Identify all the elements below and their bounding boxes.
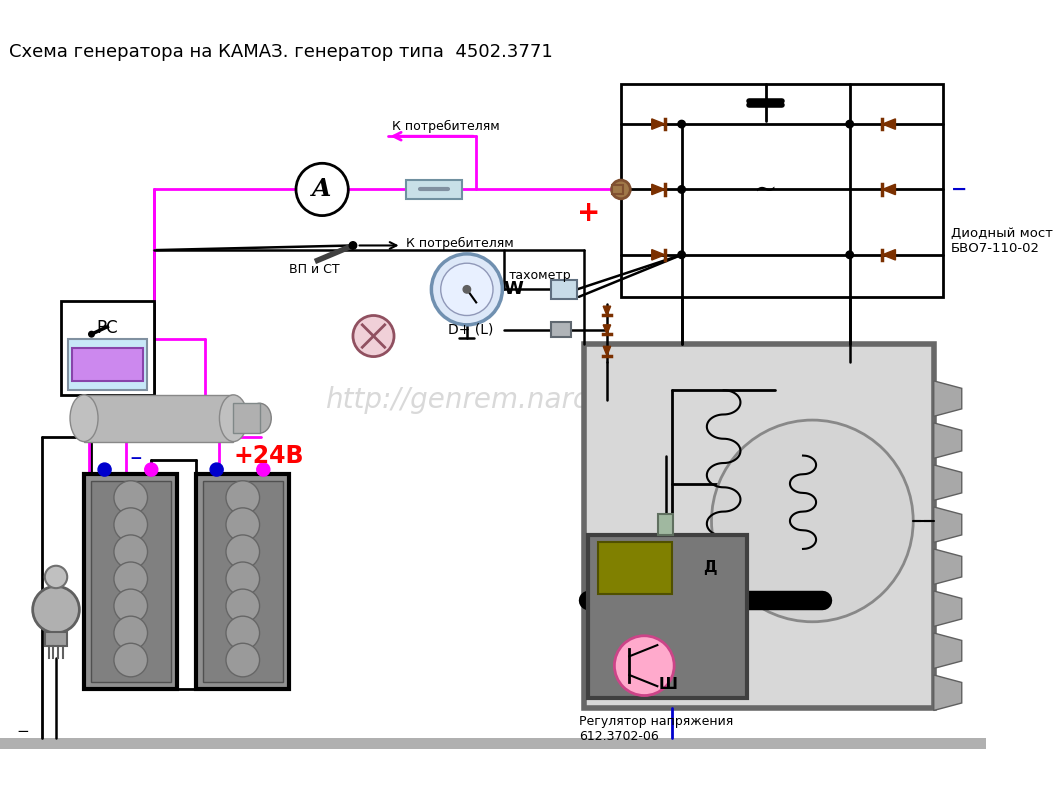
- Bar: [584, 343, 934, 707]
- Text: ВП и СТ: ВП и СТ: [289, 263, 340, 276]
- Bar: [658, 514, 674, 535]
- Circle shape: [89, 332, 94, 337]
- Circle shape: [846, 251, 853, 259]
- Circle shape: [210, 463, 223, 476]
- Text: http://genrem.narod.ru: http://genrem.narod.ru: [325, 386, 645, 413]
- Text: Схема генератора на КАМАЗ. генератор типа  4502.3771: Схема генератора на КАМАЗ. генератор тип…: [10, 43, 553, 61]
- Polygon shape: [934, 381, 962, 417]
- Polygon shape: [883, 184, 895, 195]
- Bar: [621, 84, 943, 297]
- Bar: [407, 180, 463, 199]
- Text: тахометр: тахометр: [509, 269, 571, 282]
- Bar: [72, 348, 143, 381]
- Ellipse shape: [220, 395, 247, 442]
- Bar: [233, 403, 260, 433]
- Text: −: −: [17, 723, 30, 739]
- Polygon shape: [652, 119, 665, 130]
- Circle shape: [257, 463, 270, 476]
- Circle shape: [712, 420, 913, 622]
- Text: Диодный мост
БВО7-110-02: Диодный мост БВО7-110-02: [950, 227, 1053, 255]
- Polygon shape: [603, 347, 610, 355]
- Circle shape: [114, 589, 148, 623]
- Bar: [598, 542, 673, 593]
- Circle shape: [296, 163, 348, 215]
- Bar: [551, 280, 577, 299]
- Polygon shape: [883, 250, 895, 260]
- Bar: [588, 535, 747, 698]
- Bar: [551, 322, 571, 337]
- Bar: [0, 737, 986, 749]
- Bar: [611, 185, 623, 194]
- Circle shape: [226, 643, 260, 677]
- Circle shape: [464, 285, 471, 293]
- Text: Регулятор напряжения
612.3702-06: Регулятор напряжения 612.3702-06: [579, 715, 733, 743]
- Text: РС: РС: [96, 318, 118, 336]
- Bar: [203, 481, 283, 682]
- Bar: [84, 395, 233, 442]
- Text: A: A: [313, 178, 332, 201]
- Polygon shape: [652, 250, 665, 260]
- Circle shape: [678, 251, 685, 259]
- Polygon shape: [934, 549, 962, 585]
- Polygon shape: [934, 591, 962, 626]
- Polygon shape: [603, 307, 610, 315]
- Circle shape: [440, 263, 493, 315]
- Circle shape: [114, 481, 148, 514]
- Bar: [91, 481, 171, 682]
- Bar: [69, 339, 147, 390]
- Polygon shape: [934, 423, 962, 458]
- Circle shape: [98, 463, 111, 476]
- Circle shape: [114, 616, 148, 650]
- Text: К потребителям: К потребителям: [407, 237, 514, 250]
- Text: ~: ~: [754, 175, 777, 204]
- Polygon shape: [934, 465, 962, 501]
- Text: К потребителям: К потребителям: [392, 120, 499, 134]
- Circle shape: [114, 643, 148, 677]
- Polygon shape: [934, 507, 962, 542]
- Circle shape: [114, 535, 148, 568]
- Text: Д: Д: [703, 560, 716, 575]
- Circle shape: [226, 616, 260, 650]
- Polygon shape: [934, 675, 962, 711]
- Bar: [44, 632, 68, 646]
- Polygon shape: [934, 633, 962, 668]
- Ellipse shape: [248, 403, 271, 433]
- Text: −: −: [129, 451, 142, 466]
- Text: +: +: [577, 199, 600, 227]
- Circle shape: [226, 562, 260, 596]
- Circle shape: [114, 508, 148, 542]
- Circle shape: [611, 180, 630, 199]
- Circle shape: [615, 636, 674, 696]
- Text: −: −: [950, 180, 967, 199]
- Text: D+ (L): D+ (L): [448, 322, 493, 336]
- Circle shape: [353, 315, 394, 357]
- Circle shape: [33, 586, 79, 633]
- Circle shape: [432, 254, 503, 325]
- Bar: [196, 474, 289, 689]
- Text: W: W: [503, 281, 523, 299]
- Circle shape: [226, 508, 260, 542]
- Polygon shape: [883, 119, 895, 130]
- Bar: [84, 474, 177, 689]
- Polygon shape: [603, 325, 610, 334]
- Circle shape: [846, 120, 853, 128]
- Circle shape: [145, 463, 157, 476]
- Circle shape: [678, 120, 685, 128]
- Bar: [60, 302, 154, 395]
- Circle shape: [350, 242, 357, 249]
- Circle shape: [678, 185, 685, 193]
- Ellipse shape: [70, 395, 98, 442]
- Text: +24В: +24В: [233, 443, 304, 468]
- Circle shape: [44, 566, 68, 588]
- Polygon shape: [652, 184, 665, 195]
- Circle shape: [226, 535, 260, 568]
- Text: Ш: Ш: [658, 677, 677, 692]
- Circle shape: [114, 562, 148, 596]
- Circle shape: [226, 481, 260, 514]
- Circle shape: [226, 589, 260, 623]
